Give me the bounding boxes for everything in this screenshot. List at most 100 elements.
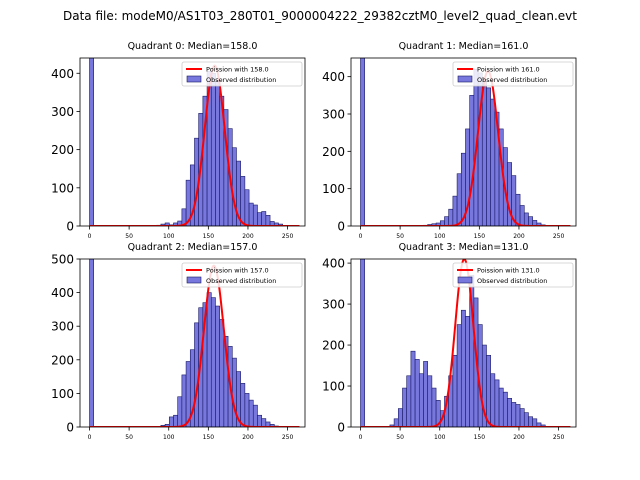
x-tick-label: 50	[125, 233, 133, 240]
histogram-bar	[452, 195, 458, 226]
histogram-bar	[244, 189, 250, 226]
histogram-bar	[393, 418, 399, 427]
histogram-bar	[536, 222, 542, 226]
axes-frame	[350, 57, 577, 227]
x-tick-label: 100	[163, 434, 175, 441]
x-tick-label: 250	[282, 434, 294, 441]
x-tick-label: 200	[242, 434, 254, 441]
histogram-bar	[418, 373, 424, 427]
y-tick-label: 200	[51, 353, 74, 367]
histogram-bar	[448, 208, 454, 226]
histogram-bar	[469, 95, 475, 226]
legend-box	[452, 262, 574, 288]
panel-title: Quadrant 2: Median=157.0	[128, 242, 258, 253]
histogram-bar	[252, 204, 258, 226]
y-tick-label: 300	[322, 108, 345, 122]
histogram-bar	[414, 359, 420, 427]
histogram-bar	[397, 408, 403, 427]
axes-frame	[79, 258, 306, 428]
quadrant-panels: Quadrant 0: Median=158.0 0 50 100 150 200 250 0…	[51, 41, 577, 441]
y-tick-label: 200	[322, 145, 345, 159]
x-tick-label: 150	[474, 233, 486, 240]
x-tick-label: 50	[396, 434, 404, 441]
y-tick-label: 200	[322, 339, 345, 353]
legend-label-observed: Observed distribution	[206, 76, 276, 84]
y-tick-label: 200	[51, 143, 74, 157]
x-tick-label: 150	[203, 434, 215, 441]
legend-label-observed: Observed distribution	[206, 277, 276, 285]
x-tick-label: 50	[396, 233, 404, 240]
x-tick-label: 250	[553, 434, 565, 441]
y-tick-label: 0	[66, 220, 74, 234]
x-tick-label: 50	[125, 434, 133, 441]
figure-suptitle: Data file: modeM0/AS1T03_280T01_90000042…	[63, 9, 577, 23]
y-tick-label: 400	[51, 286, 74, 300]
histogram-bar	[177, 396, 183, 427]
histogram-bar	[444, 216, 449, 226]
y-tick-label: 100	[322, 182, 345, 196]
histogram-bar	[410, 350, 416, 427]
histogram-bar	[460, 309, 466, 427]
histogram-bar	[360, 259, 366, 427]
histogram-bar	[515, 193, 521, 226]
histogram-bar	[523, 412, 529, 427]
histogram-bar	[523, 212, 529, 226]
histogram-bar	[494, 379, 500, 427]
x-tick-label: 250	[553, 233, 565, 240]
quadrant-panel-1: Quadrant 1: Median=161.0 0 50 100 150 200 250 0…	[322, 41, 577, 240]
histogram-bar	[502, 391, 508, 427]
y-tick-label: 400	[322, 257, 345, 271]
poisson-curve	[360, 259, 571, 427]
histogram-bar	[240, 176, 246, 226]
histogram-bar	[498, 387, 504, 427]
y-tick-label: 0	[66, 421, 74, 435]
legend-bar-swatch	[457, 276, 473, 284]
histogram-bar	[206, 292, 212, 427]
y-tick-label: 0	[337, 421, 345, 435]
x-tick-label: 100	[163, 233, 175, 240]
histogram-bar	[269, 424, 275, 427]
axes-frame	[79, 57, 306, 227]
y-tick-label: 400	[322, 70, 345, 84]
histogram-bar	[511, 402, 517, 427]
histogram-bar	[231, 147, 237, 226]
legend: Poission with 131.0 Observed distribution	[452, 262, 574, 288]
histogram-bar	[215, 80, 220, 226]
histogram-bar	[486, 87, 491, 226]
x-tick-label: 250	[282, 233, 294, 240]
histogram-bar	[431, 387, 437, 427]
histogram-bar	[481, 80, 487, 226]
y-tick-label: 100	[51, 387, 74, 401]
y-tick-label: 300	[51, 320, 74, 334]
histogram-bar	[540, 424, 546, 427]
y-tick-label: 500	[51, 253, 74, 267]
histogram-bar	[423, 361, 428, 427]
histogram-bar	[515, 404, 521, 427]
histogram-bar	[215, 305, 220, 427]
legend-bar-swatch	[457, 75, 473, 83]
histogram-bar	[490, 373, 496, 427]
histogram-bar	[486, 354, 491, 427]
histogram-bar	[89, 259, 95, 427]
y-tick-label: 300	[322, 298, 345, 312]
histogram-bar	[528, 216, 533, 226]
panel-title: Quadrant 3: Median=131.0	[399, 242, 529, 253]
histogram-bar	[181, 374, 187, 427]
histogram-bar	[456, 173, 462, 226]
histogram-bar	[231, 357, 237, 427]
histogram-bar	[210, 297, 216, 427]
y-tick-label: 100	[51, 181, 74, 195]
histogram-bar	[248, 399, 254, 427]
histogram-bar	[456, 324, 462, 427]
histogram-bar	[257, 212, 262, 226]
legend-bar-swatch	[186, 75, 202, 83]
legend-box	[452, 61, 574, 87]
histogram-bar	[507, 398, 512, 427]
histogram-bar	[244, 393, 250, 427]
x-tick-label: 150	[203, 233, 215, 240]
legend: Poission with 161.0 Observed distribution	[452, 61, 574, 87]
legend-label-observed: Observed distribution	[477, 76, 547, 84]
x-tick-label: 0	[359, 434, 363, 441]
legend-box	[181, 61, 303, 87]
